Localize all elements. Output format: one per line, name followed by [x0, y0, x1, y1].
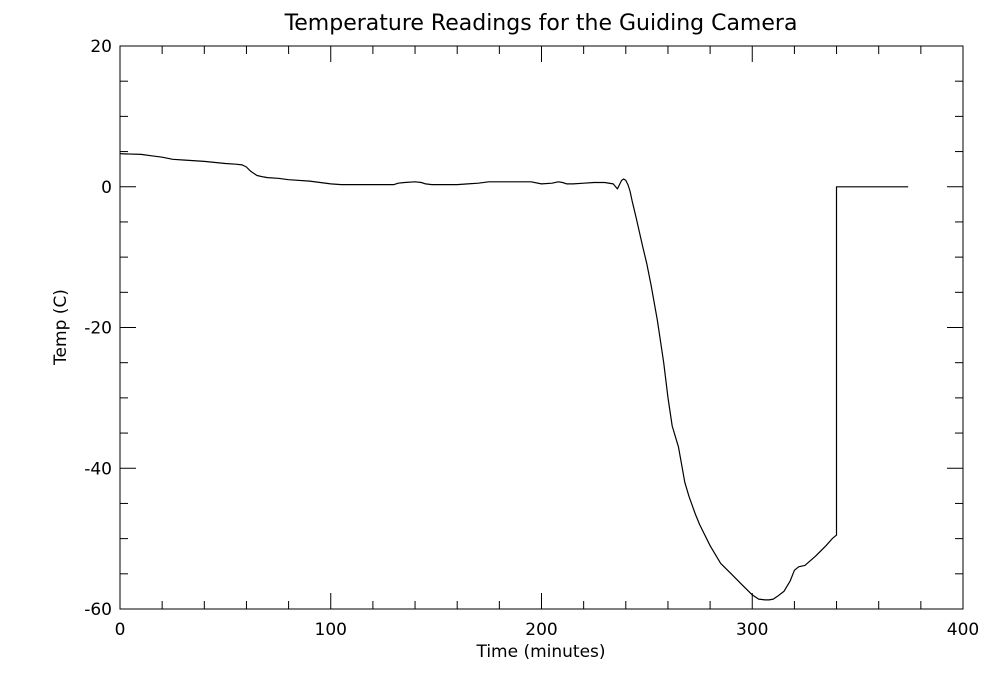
x-tick-label: 100 [315, 620, 347, 640]
y-tick-label: 20 [90, 37, 112, 57]
y-tick-label: -20 [84, 319, 112, 339]
x-tick-label: 200 [525, 620, 557, 640]
y-tick-label: -40 [84, 459, 112, 479]
y-tick-label: 0 [101, 178, 112, 198]
y-tick-label: -60 [84, 600, 112, 620]
plot-frame [119, 45, 964, 610]
y-axis-label: Temp (C) [51, 289, 71, 366]
x-axis-label: Time (minutes) [475, 642, 605, 662]
series-line [119, 153, 909, 601]
x-tick-label: 0 [115, 620, 126, 640]
x-tick-label: 400 [947, 620, 979, 640]
x-tick-label: 300 [736, 620, 768, 640]
chart-title: Temperature Readings for the Guiding Cam… [284, 11, 798, 36]
